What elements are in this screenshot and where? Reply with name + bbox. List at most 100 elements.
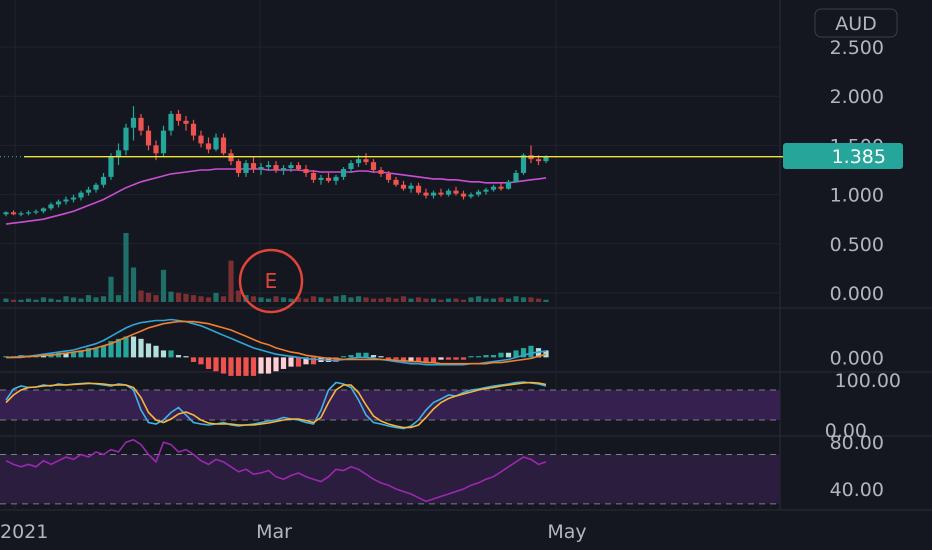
volume-bar xyxy=(153,295,159,302)
candle-body xyxy=(378,170,384,174)
macd-histogram-bar xyxy=(250,357,257,376)
volume-bar xyxy=(490,298,497,302)
earnings-marker-label: E xyxy=(265,269,278,293)
macd-histogram-bar xyxy=(183,356,189,358)
rsi-tick-label: 80.00 xyxy=(830,432,884,454)
volume-bar xyxy=(475,296,482,302)
currency-badge[interactable]: AUD xyxy=(814,8,898,38)
candle-body xyxy=(85,189,92,193)
price-tick-label: 0.000 xyxy=(830,283,884,305)
volume-bar xyxy=(355,296,362,302)
macd-histogram-bar xyxy=(423,357,429,362)
volume-bar xyxy=(468,297,474,302)
candle-body xyxy=(250,163,257,170)
stochastic-tick-label: 0.00 xyxy=(825,420,867,442)
macd-histogram-bar xyxy=(445,357,452,360)
rsi-band xyxy=(0,454,780,504)
macd-histogram-bar xyxy=(520,348,527,358)
candle-body xyxy=(145,130,152,146)
candle-body xyxy=(385,173,392,180)
candle-body xyxy=(295,165,302,170)
volume-bar xyxy=(235,290,242,302)
macd-histogram-bar xyxy=(100,345,107,358)
candle-body xyxy=(25,212,32,214)
candle-body xyxy=(183,120,189,124)
price-tick-label: 2.500 xyxy=(830,37,884,59)
candle-body xyxy=(415,185,422,193)
volume-bar xyxy=(280,297,287,302)
earnings-marker[interactable]: E xyxy=(238,248,304,314)
candle-body xyxy=(198,135,204,144)
volume-bar xyxy=(33,299,39,302)
candle-body xyxy=(535,159,542,162)
candle-body xyxy=(363,159,369,163)
candle-body xyxy=(205,143,212,150)
volume-bar xyxy=(528,297,534,302)
macd-histogram-bar xyxy=(175,355,182,358)
volume-bar xyxy=(453,298,459,302)
candle-body xyxy=(340,169,347,177)
candle-body xyxy=(258,167,264,170)
volume-bar xyxy=(303,298,309,302)
candle-body xyxy=(468,194,474,197)
macd-histogram-bar xyxy=(348,355,354,358)
volume-bar xyxy=(378,298,384,302)
macd-histogram-bar xyxy=(475,356,482,358)
candle-body xyxy=(40,208,47,212)
volume-bar xyxy=(130,267,137,302)
stochastic-d-line xyxy=(5,381,547,429)
candle-body xyxy=(453,190,459,194)
volume-bar xyxy=(348,297,354,302)
candle-body xyxy=(408,185,414,189)
candle-body xyxy=(265,165,272,168)
candle-body xyxy=(3,212,9,215)
volume-bar xyxy=(175,292,182,302)
volume-bar xyxy=(213,292,219,302)
candle-body xyxy=(273,165,279,170)
volume-bar xyxy=(10,299,17,302)
rsi-line xyxy=(5,438,547,503)
volume-bar xyxy=(505,298,512,302)
macd-histogram-bar xyxy=(138,338,144,358)
candle-body xyxy=(280,168,287,170)
macd-histogram-bar xyxy=(378,356,384,358)
volume-bar xyxy=(543,299,549,302)
macd-signal-line xyxy=(6,320,547,365)
volume-bar xyxy=(498,297,504,302)
volume-bar xyxy=(85,295,92,302)
macd-histogram-bar xyxy=(145,343,152,358)
volume-bar xyxy=(363,297,369,302)
volume-bar xyxy=(460,299,467,302)
candle-body xyxy=(543,156,549,162)
macd-histogram-bar xyxy=(333,357,339,362)
volume-bar xyxy=(63,296,69,302)
candle-body xyxy=(175,113,182,121)
candle-body xyxy=(70,197,77,200)
candle-body xyxy=(213,137,219,150)
plot-area xyxy=(0,106,783,503)
volume-bar xyxy=(535,298,542,302)
volume-bar xyxy=(325,298,332,302)
candle-body xyxy=(460,193,467,197)
volume-bar xyxy=(513,296,519,302)
volume-bar xyxy=(183,293,189,302)
time-tick-label: 2021 xyxy=(0,521,48,543)
macd-histogram-bar xyxy=(63,352,69,358)
volume-bar xyxy=(340,295,347,302)
candle-body xyxy=(303,169,309,173)
volume-bar xyxy=(198,296,204,302)
candle-body xyxy=(355,159,362,164)
candle-body xyxy=(63,199,69,202)
candle-body xyxy=(310,172,317,180)
volume-bar xyxy=(108,276,114,302)
macd-histogram-bar xyxy=(123,336,129,358)
last-price-label: 1.385 xyxy=(783,143,903,169)
candle-body xyxy=(235,161,242,173)
macd-histogram-bar xyxy=(288,357,294,367)
price-tick-label: 1.000 xyxy=(830,185,884,207)
candle-body xyxy=(190,123,197,136)
macd-histogram-bar xyxy=(483,355,489,358)
macd-histogram-bar xyxy=(400,357,407,362)
volume-bar xyxy=(415,297,422,302)
